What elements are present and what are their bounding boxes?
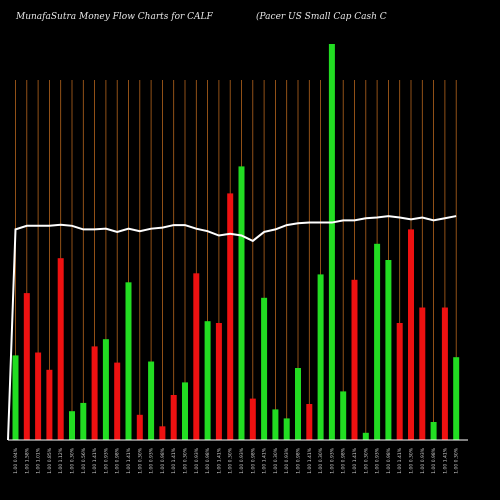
bar-up — [69, 411, 75, 440]
x-tick-label: 1.00 0.30% — [183, 447, 189, 473]
x-tick-label: 1.00 0.30% — [273, 447, 279, 473]
x-tick-label: 1.00 0.98% — [250, 447, 256, 473]
bar-down — [114, 362, 121, 440]
money-flow-line — [7, 215, 457, 441]
bar-down — [57, 258, 64, 440]
bar-down — [441, 307, 448, 440]
bar-up — [374, 243, 381, 440]
bar-up — [272, 409, 279, 440]
x-tick-label: 1.00 1.41% — [126, 447, 132, 473]
x-tick-label: 1.00 0.93% — [329, 447, 335, 473]
x-tick-label: 1.00 0.30% — [137, 447, 143, 473]
bar-up — [238, 166, 245, 440]
bar-up — [328, 44, 335, 440]
bar-down — [227, 193, 234, 440]
bar-down — [351, 279, 358, 440]
bar-down — [408, 229, 414, 440]
x-tick-label: 1.00 0.93% — [375, 447, 381, 473]
x-tick-label: 1.00 0.30% — [318, 447, 324, 473]
bar-down — [306, 404, 313, 440]
bar-down — [159, 426, 166, 440]
x-tick-label: 1.00 1.41% — [307, 447, 313, 473]
x-tick-label: 1.00 0.94% — [13, 447, 19, 473]
bar-up — [204, 321, 211, 440]
x-tick-label: 1.00 0.98% — [341, 447, 347, 473]
bars-layer — [12, 44, 460, 440]
bar-down — [46, 369, 53, 440]
x-tick-label: 1.00 0.56% — [81, 447, 87, 473]
bar-down — [215, 323, 222, 440]
x-tick-label: 1.00 0.30% — [363, 447, 369, 473]
x-tick-label: 1.00 0.93% — [103, 447, 109, 473]
x-tick-label: 1.00 0.93% — [149, 447, 155, 473]
x-tick-label: 1.00 1.41% — [92, 447, 98, 473]
x-tick-label: 1.00 1.41% — [216, 447, 222, 473]
x-tick-label: 1.00 0.93% — [194, 447, 200, 473]
bar-up — [125, 282, 132, 440]
bar-up — [362, 432, 369, 440]
bar-down — [419, 307, 426, 440]
x-tick-label: 1.00 1.41% — [171, 447, 177, 473]
bar-down — [136, 414, 143, 440]
x-tick-label: 1.00 0.85% — [47, 447, 53, 473]
x-tick-label: 1.00 0.93% — [284, 447, 290, 473]
bar-up — [261, 297, 268, 440]
bar-down — [35, 352, 42, 440]
x-tick-label: 1.00 0.93% — [239, 447, 245, 473]
bar-up — [102, 339, 109, 440]
x-tick-labels: 1.00 0.94% 1.00 1.58% 1.00 1.01% 1.00 0.85%… — [13, 447, 460, 473]
x-tick-label: 1.00 1.58% — [24, 447, 30, 473]
bar-down — [170, 395, 177, 440]
bar-down — [23, 293, 30, 440]
x-tick-label: 1.00 0.98% — [386, 447, 392, 473]
bar-up — [80, 402, 87, 440]
bar-up — [430, 422, 437, 440]
bar-up — [12, 355, 19, 440]
x-tick-label: 1.00 0.98% — [431, 447, 437, 473]
bar-up — [340, 391, 347, 440]
x-tick-label: 1.00 1.41% — [397, 447, 403, 473]
bar-up — [385, 260, 392, 440]
x-tick-label: 1.00 0.98% — [115, 447, 121, 473]
x-tick-label: 1.00 0.30% — [228, 447, 234, 473]
chart-title-left: MunafaSutra Money Flow Charts for CALF — [16, 12, 213, 22]
x-tick-label: 1.00 0.30% — [409, 447, 415, 473]
x-tick-label: 1.00 1.41% — [442, 447, 448, 473]
bar-up — [182, 382, 188, 440]
x-tick-label: 1.00 1.01% — [36, 447, 42, 473]
bar-up — [148, 361, 155, 440]
x-tick-label: 1.00 0.98% — [205, 447, 211, 473]
bar-up — [453, 357, 460, 440]
x-tick-label: 1.00 1.41% — [262, 447, 268, 473]
bar-up — [283, 418, 290, 440]
x-tick-label: 1.00 1.12% — [58, 447, 64, 473]
bar-down — [249, 398, 256, 440]
chart-title-right: (Pacer US Small Cap Cash C — [256, 12, 387, 22]
x-tick-label: 1.00 0.98% — [296, 447, 302, 473]
x-tick-label: 1.00 1.41% — [352, 447, 358, 473]
x-tick-label: 1.00 0.30% — [70, 447, 76, 473]
bar-down — [396, 323, 403, 440]
x-tick-label: 1.00 0.93% — [420, 447, 426, 473]
x-tick-label: 1.00 0.30% — [454, 447, 460, 473]
bar-up — [295, 368, 301, 440]
bar-down — [91, 346, 98, 440]
x-tick-label: 1.00 0.98% — [160, 447, 166, 473]
bar-up — [317, 274, 324, 440]
bar-down — [193, 273, 200, 440]
